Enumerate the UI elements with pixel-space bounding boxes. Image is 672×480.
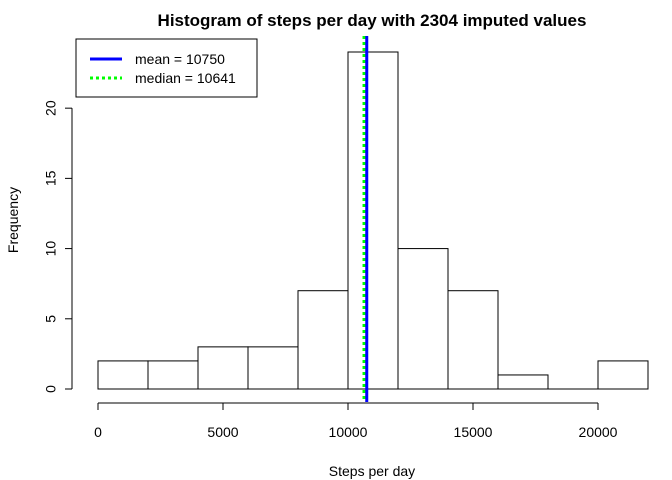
histogram-bar-2 [197, 346, 249, 390]
chart-title: Histogram of steps per day with 2304 imp… [158, 11, 587, 30]
x-tick-label: 20000 [579, 424, 618, 440]
reference-lines [362, 36, 369, 402]
y-tick-label: 15 [43, 170, 59, 186]
histogram-bar-3 [247, 346, 299, 390]
x-axis-label: Steps per day [329, 463, 415, 479]
x-tick-label: 0 [94, 424, 102, 440]
y-tick-label: 10 [43, 241, 59, 257]
histogram-bar-7 [447, 290, 499, 390]
x-tick-label: 15000 [454, 424, 493, 440]
y-axis: 0 5 10 15 20 [43, 100, 73, 393]
histogram-bar-10 [597, 360, 649, 390]
histogram-bar-6 [397, 248, 449, 390]
histogram-bar-8 [497, 374, 549, 390]
y-axis-label: Frequency [5, 187, 21, 253]
x-tick-label: 5000 [207, 424, 238, 440]
legend: mean = 10750 median = 10641 [75, 38, 258, 98]
y-tick-label: 5 [43, 315, 59, 323]
legend-label-median: median = 10641 [135, 70, 236, 86]
x-axis: 0 5000 10000 15000 20000 [94, 402, 618, 440]
legend-box [75, 38, 258, 98]
histogram-bar-1 [147, 360, 199, 390]
y-tick-label: 0 [43, 385, 59, 393]
legend-label-mean: mean = 10750 [135, 51, 225, 67]
histogram-bars [97, 51, 649, 390]
histogram-bar-0 [97, 360, 149, 390]
x-tick-label: 10000 [329, 424, 368, 440]
histogram-bar-4 [297, 290, 349, 390]
histogram-bar-5 [347, 51, 399, 390]
y-tick-label: 20 [43, 100, 59, 116]
